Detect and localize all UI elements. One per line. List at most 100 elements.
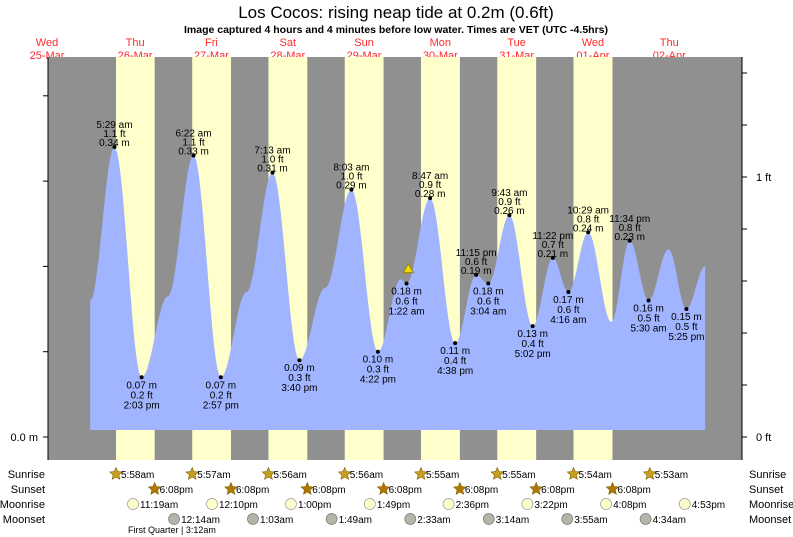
moonset-icon (404, 513, 417, 525)
tide-ft-label: 0.6 ft (465, 257, 487, 268)
tide-ft-label: 0.9 ft (419, 180, 441, 191)
moonrise-icon (363, 498, 376, 510)
high-tide-point (550, 255, 555, 260)
sunrise-icon (642, 466, 657, 480)
sunset-time: 6:08pm (541, 485, 574, 496)
tide-ft-label: 0.4 ft (522, 339, 544, 350)
tide-m-label: 0.26 m (494, 206, 525, 217)
low-tide-point (566, 289, 571, 294)
moonset-time: 12:14am (181, 515, 220, 526)
tide-time-label: 10:29 am (567, 205, 609, 216)
sunset-time: 6:08pm (465, 485, 498, 496)
low-tide-point (375, 349, 380, 354)
sunset-icon (452, 481, 467, 495)
right-axis-label: 1 ft (756, 172, 771, 184)
row-label-right: Sunset (749, 484, 783, 496)
sunset-icon (529, 481, 544, 495)
low-tide-point (218, 375, 223, 380)
low-tide-point (530, 324, 535, 329)
day-label-dow: Tue (507, 37, 526, 49)
tide-time-label: 1:22 am (388, 306, 424, 317)
row-label-right: Moonset (749, 514, 791, 526)
moonrise-icon (206, 498, 218, 510)
moonset-time: 3:14am (496, 515, 529, 526)
tide-m-label: 0.31 m (257, 164, 288, 175)
moonrise-time: 3:22pm (534, 500, 567, 511)
day-label-dow: Mon (430, 37, 451, 49)
moonset-icon (482, 513, 495, 525)
tide-time-label: 6:22 am (175, 129, 211, 140)
tide-time-label: 4:22 pm (360, 375, 396, 386)
row-label-left: Moonrise (0, 499, 45, 511)
high-tide-point (428, 196, 433, 201)
sunrise-icon (490, 466, 505, 480)
high-tide-point (349, 187, 354, 192)
sunrise-icon (185, 466, 200, 480)
tide-m-label: 0.23 m (614, 232, 645, 243)
chart-subtitle: Image captured 4 hours and 4 minutes bef… (184, 24, 608, 36)
row-label-left: Sunrise (8, 469, 45, 481)
tide-m-label: 0.11 m (440, 346, 470, 357)
moonset-icon (639, 513, 652, 525)
row-label-left: Sunset (11, 484, 45, 496)
sunset-time: 6:08pm (160, 485, 193, 496)
tide-m-label: 0.28 m (415, 189, 446, 200)
high-tide-point (586, 230, 591, 235)
moonrise-icon (600, 498, 612, 510)
tide-ft-label: 0.8 ft (619, 223, 641, 234)
sunrise-icon (337, 466, 352, 480)
sunrise-time: 5:57am (197, 470, 230, 481)
current-time-marker (402, 262, 414, 274)
tide-m-label: 0.09 m (284, 363, 315, 374)
sunrise-time: 5:56am (350, 470, 383, 481)
tide-ft-label: 0.3 ft (288, 373, 310, 384)
low-tide-point (684, 307, 689, 312)
tide-ft-label: 1.1 ft (103, 129, 125, 140)
low-tide-point (139, 375, 144, 380)
tide-time-label: 11:34 pm (609, 214, 650, 225)
sunset-time: 6:08pm (236, 485, 269, 496)
tide-ft-label: 0.7 ft (542, 240, 564, 251)
tide-m-label: 0.29 m (336, 181, 367, 192)
tide-ft-label: 0.4 ft (444, 356, 466, 367)
day-label-dow: Wed (582, 37, 604, 49)
tide-time-label: 9:43 am (491, 188, 527, 199)
tide-time-label: 7:13 am (254, 146, 290, 157)
sunrise-time: 5:55am (426, 470, 459, 481)
moonrise-time: 12:10pm (219, 500, 258, 511)
tide-m-label: 0.07 m (206, 380, 237, 391)
tide-ft-label: 0.8 ft (577, 214, 599, 225)
low-tide-point (486, 281, 491, 286)
tide-m-label: 0.34 m (99, 138, 130, 149)
low-tide-point (646, 298, 651, 303)
moonset-icon (561, 513, 574, 525)
high-tide-point (507, 213, 512, 218)
tide-ft-label: 0.5 ft (637, 314, 659, 325)
tide-time-label: 5:25 pm (668, 332, 704, 343)
sunset-icon (376, 481, 391, 495)
sunrise-time: 5:58am (121, 470, 154, 481)
tide-ft-label: 1.0 ft (340, 172, 362, 183)
tide-m-label: 0.24 m (573, 223, 604, 234)
tide-ft-label: 0.2 ft (210, 390, 232, 401)
day-label-dow: Wed (36, 37, 58, 49)
row-label-left: Moonset (3, 514, 45, 526)
moonrise-icon (521, 498, 534, 510)
sunrise-time: 5:55am (502, 470, 535, 481)
moonrise-icon (285, 498, 297, 510)
high-tide-point (270, 170, 275, 175)
sunset-time: 6:08pm (312, 485, 345, 496)
tide-time-label: 5:29 am (96, 120, 132, 131)
tide-time-label: 2:03 pm (124, 400, 160, 411)
tide-ft-label: 0.6 ft (477, 296, 499, 307)
tide-time-label: 2:57 pm (203, 400, 239, 411)
sunrise-icon (109, 466, 123, 480)
tide-m-label: 0.19 m (461, 266, 492, 277)
row-label-right: Sunrise (749, 469, 786, 481)
moonset-time: 1:03am (260, 515, 293, 526)
moonset-time: 3:55am (574, 515, 607, 526)
sunset-icon (224, 481, 238, 495)
tide-ft-label: 0.5 ft (675, 322, 697, 333)
chart-title: Los Cocos: rising neap tide at 0.2m (0.6… (238, 3, 554, 22)
